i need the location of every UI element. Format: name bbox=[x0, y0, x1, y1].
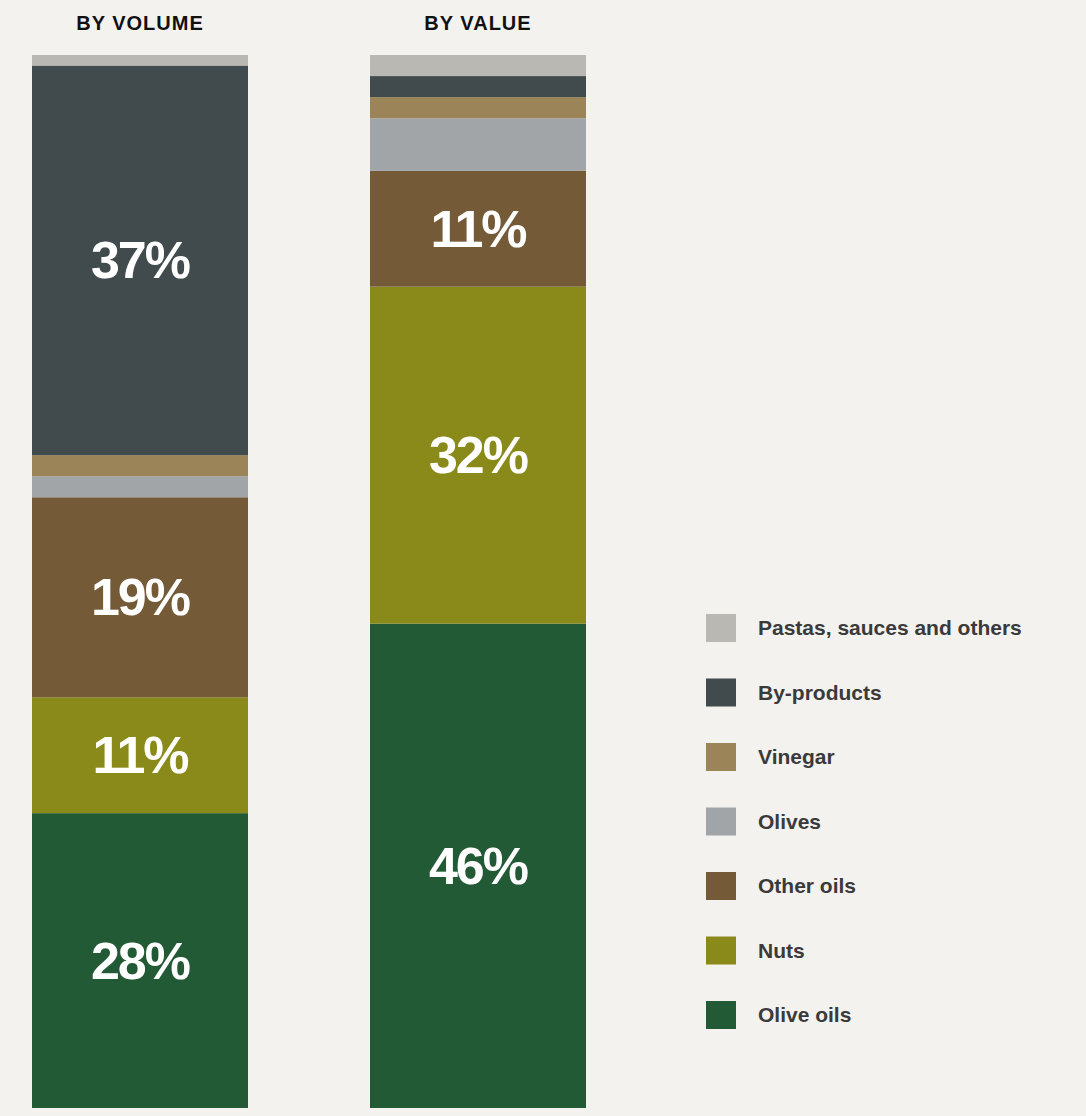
data-labels: 28% 11% 19% 37% 46% 32% 11% bbox=[91, 200, 528, 990]
bar-segment bbox=[32, 813, 248, 1108]
data-label: 28% bbox=[91, 932, 190, 990]
legend-label: Other oils bbox=[758, 874, 856, 897]
legend: Pastas, sauces and others By-products Vine… bbox=[706, 614, 1022, 1029]
bar-segment bbox=[370, 55, 586, 76]
legend-label: By-products bbox=[758, 681, 882, 704]
bar-segment bbox=[370, 76, 586, 97]
bar-segment bbox=[370, 171, 586, 287]
legend-swatch bbox=[706, 1001, 736, 1029]
legend-swatch bbox=[706, 614, 736, 642]
bar-segment bbox=[370, 118, 586, 171]
category-label: BY VALUE bbox=[424, 12, 531, 34]
legend-label: Nuts bbox=[758, 939, 805, 962]
legend-swatch bbox=[706, 872, 736, 900]
bar-segment bbox=[32, 455, 248, 476]
bar-segment bbox=[32, 55, 248, 66]
data-label: 11% bbox=[92, 726, 188, 784]
category-label: BY VOLUME bbox=[76, 12, 204, 34]
bar-segment bbox=[370, 624, 586, 1108]
bar-segment bbox=[32, 497, 248, 697]
legend-label: Olives bbox=[758, 810, 821, 833]
bar-segment bbox=[32, 66, 248, 456]
legend-swatch bbox=[706, 937, 736, 965]
legend-swatch bbox=[706, 743, 736, 771]
legend-label: Olive oils bbox=[758, 1003, 851, 1026]
bar-segment bbox=[370, 97, 586, 118]
chart: 28% 11% 19% 37% 46% 32% 11% BY VOLUME BY VALUE Pa… bbox=[0, 0, 1086, 1116]
bar-segment bbox=[32, 476, 248, 497]
bar-segment bbox=[32, 697, 248, 813]
legend-label: Vinegar bbox=[758, 745, 835, 768]
legend-swatch bbox=[706, 679, 736, 707]
data-label: 46% bbox=[429, 837, 528, 895]
data-label: 11% bbox=[430, 200, 526, 258]
legend-swatch bbox=[706, 808, 736, 836]
data-label: 37% bbox=[91, 231, 190, 289]
bar-segment bbox=[370, 287, 586, 624]
data-label: 32% bbox=[429, 426, 528, 484]
legend-label: Pastas, sauces and others bbox=[758, 616, 1022, 639]
bars bbox=[32, 55, 586, 1108]
data-label: 19% bbox=[91, 568, 190, 626]
